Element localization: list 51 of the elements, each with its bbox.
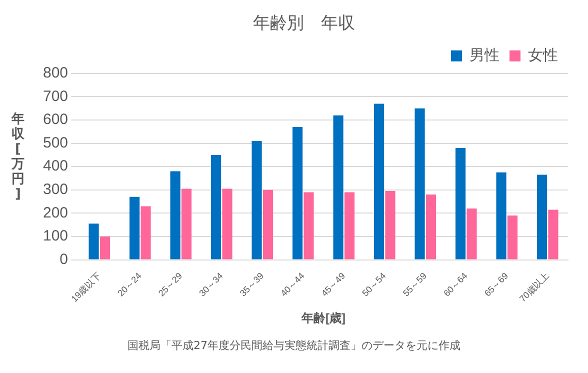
y-tick-label: 100 [42,228,68,245]
y-tick-label: 300 [42,181,68,198]
chart-title: 年齢別 年収 [253,14,355,34]
y-tick-label: 800 [42,64,68,82]
x-tick-label: 70歳以上 [518,270,551,304]
bar [252,140,262,260]
text: 国税局「平成27年度分民間給与実態統計調査」のデータを元に作成 [126,338,462,353]
bar [496,172,506,260]
y-tick-label: 0 [60,250,68,268]
bar [374,104,384,260]
bar [211,154,222,260]
y-tick-label: 600 [42,111,68,128]
bar [507,216,518,260]
legend-label: 男性 [470,47,500,64]
bar [170,171,180,260]
x-tick-label: 45～49 [319,270,348,298]
y-tick-label: 200 [42,204,68,222]
bar [344,192,355,260]
y-axis-title: 年収[万円] [10,112,26,202]
bar [414,108,425,260]
x-tick-label: 60～64 [442,270,470,298]
y-tick-label: 500 [42,134,68,152]
bar [130,196,140,260]
x-tick-label: 55～59 [400,270,429,298]
x-axis-title: 年齢[歳] [300,311,346,326]
x-tick-label: 25～29 [156,270,184,298]
bar [88,224,99,260]
x-tick-label: 35～39 [238,270,266,298]
bar [333,115,344,260]
bar [385,191,396,260]
y-tick-label: 700 [42,88,68,105]
bar [304,192,314,260]
bar [292,126,303,260]
x-tick-label: 19歳以下 [69,270,103,304]
bar [426,194,436,260]
bar [140,206,151,260]
bar [466,208,477,260]
x-tick-label: 50～54 [360,270,388,298]
x-tick-label: 65～69 [482,270,510,298]
bar [262,190,274,260]
legend-label: 女性 [528,47,558,64]
bar [222,188,232,260]
bar [548,210,558,260]
bar [181,188,192,260]
y-tick-label: 400 [42,158,68,175]
x-tick-label: 20～24 [116,270,144,298]
x-tick-label: 30～34 [197,270,225,298]
x-tick-label: 40～44 [278,270,306,298]
bar [100,236,110,260]
bar [536,174,548,260]
bar [455,148,466,260]
